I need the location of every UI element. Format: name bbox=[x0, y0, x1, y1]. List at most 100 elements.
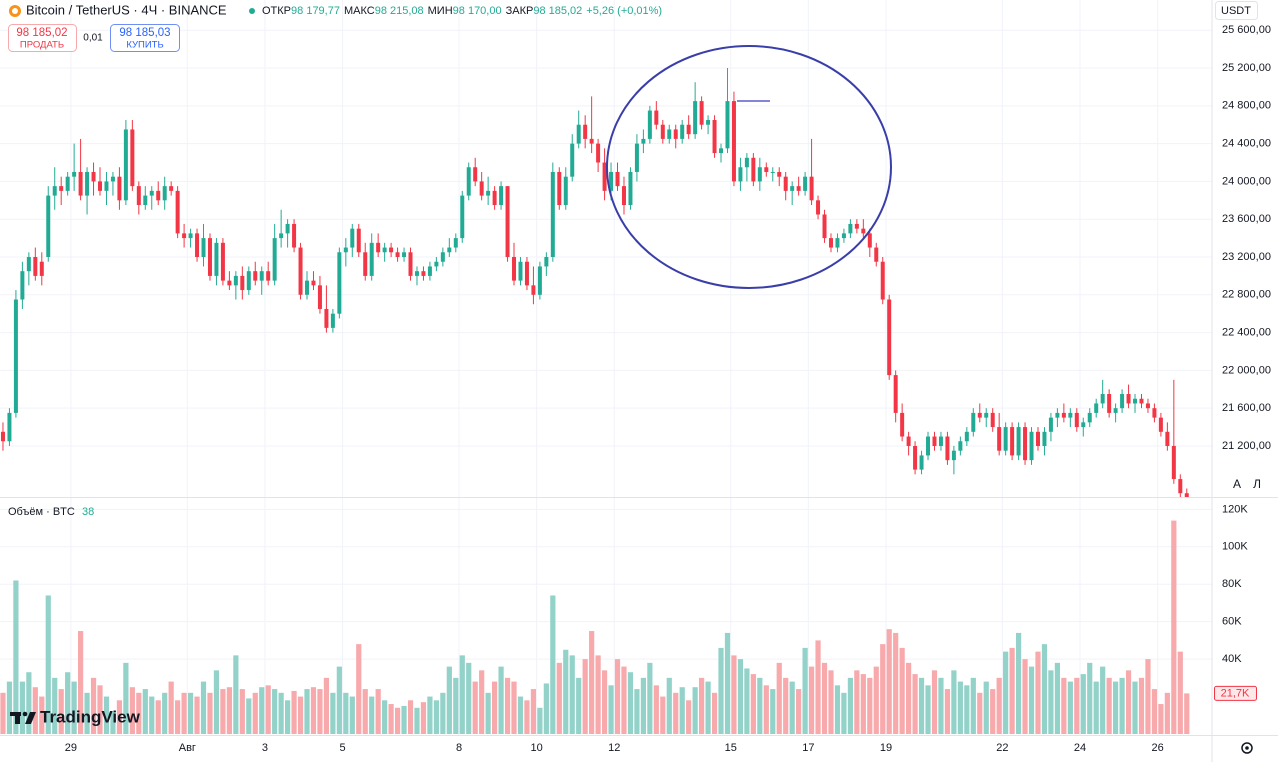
volume-bar bbox=[246, 698, 252, 734]
volume-bar bbox=[356, 644, 362, 734]
volume-bar bbox=[1125, 670, 1132, 734]
buy-price[interactable]: 98 185,03 bbox=[119, 27, 170, 39]
volume-bar bbox=[336, 666, 342, 734]
candle-body bbox=[376, 242, 381, 253]
volume-bar bbox=[504, 677, 511, 734]
volume-bar bbox=[595, 655, 601, 734]
candle-body bbox=[634, 143, 639, 172]
settings-button-dot[interactable] bbox=[1245, 746, 1249, 750]
y-tick-label: 21 200,00 bbox=[1222, 440, 1271, 452]
volume-bar bbox=[847, 677, 853, 734]
candle-body bbox=[421, 271, 426, 276]
candle-body bbox=[906, 436, 911, 446]
candle-body bbox=[20, 271, 25, 300]
ohlc-label: ЗАКР bbox=[506, 5, 534, 17]
candle-body bbox=[195, 233, 200, 258]
candle-body bbox=[1165, 431, 1170, 446]
volume-bar bbox=[990, 689, 996, 734]
candle-body bbox=[673, 129, 678, 139]
volume-bar bbox=[673, 692, 679, 734]
x-tick-label: 15 bbox=[725, 742, 737, 754]
y-tick-label: 25 200,00 bbox=[1222, 62, 1271, 74]
sell-price[interactable]: 98 185,02 bbox=[16, 27, 67, 39]
buy-label[interactable]: КУПИТЬ bbox=[126, 40, 163, 51]
candle-body bbox=[1048, 417, 1053, 432]
candle-body bbox=[854, 223, 859, 229]
volume-bar bbox=[187, 692, 194, 734]
x-tick-label: 5 bbox=[340, 742, 346, 754]
log-scale-button[interactable]: Л bbox=[1253, 477, 1261, 491]
volume-bar bbox=[459, 655, 465, 734]
volume-bar bbox=[466, 662, 472, 734]
candle-body bbox=[98, 181, 103, 191]
volume-bar bbox=[776, 662, 782, 734]
candle-body bbox=[52, 186, 57, 196]
volume-bar bbox=[737, 659, 744, 734]
candle-body bbox=[557, 171, 562, 206]
candle-body bbox=[531, 285, 536, 295]
volume-bar bbox=[440, 692, 446, 734]
candle-body bbox=[246, 271, 251, 291]
volume-bar bbox=[1138, 677, 1145, 734]
volume-bar bbox=[828, 670, 834, 734]
candle-body bbox=[207, 238, 212, 276]
candle-body bbox=[227, 280, 232, 286]
candle-body bbox=[725, 101, 730, 149]
currency[interactable]: USDT bbox=[1221, 5, 1251, 17]
currency-button[interactable] bbox=[1215, 1, 1258, 20]
volume-bar bbox=[1164, 692, 1170, 734]
candle-body bbox=[123, 129, 128, 201]
volume-bar bbox=[1054, 662, 1060, 734]
candle-body bbox=[945, 436, 950, 461]
volume-bar bbox=[407, 700, 414, 734]
candle-body bbox=[984, 412, 989, 418]
volume-bar bbox=[789, 681, 795, 734]
sell-button[interactable] bbox=[8, 24, 77, 52]
candle-body bbox=[395, 252, 400, 258]
ohlc-value: 98 170,00 bbox=[453, 5, 502, 17]
candle-body bbox=[919, 455, 924, 470]
candle-body bbox=[1023, 427, 1028, 461]
logo-text: TradingView bbox=[40, 707, 141, 726]
candle-body bbox=[65, 176, 70, 191]
candle-body bbox=[382, 247, 387, 253]
candle-body bbox=[1029, 431, 1034, 461]
volume-bar bbox=[660, 696, 666, 734]
candle-body bbox=[292, 223, 297, 248]
candle-body bbox=[259, 271, 264, 281]
candle-body bbox=[576, 124, 581, 144]
volume-bar bbox=[1015, 632, 1022, 734]
candle-body bbox=[337, 252, 342, 314]
ohlc-value: 98 215,08 bbox=[375, 5, 424, 17]
volume-bar bbox=[608, 685, 614, 734]
candle-body bbox=[1184, 493, 1189, 497]
auto-scale-button[interactable]: А bbox=[1233, 477, 1241, 491]
candle-body bbox=[389, 247, 394, 253]
candle-body bbox=[7, 412, 12, 442]
candle-body bbox=[350, 228, 355, 248]
volume-bar bbox=[1158, 704, 1164, 734]
sell-label[interactable]: ПРОДАТЬ bbox=[20, 40, 64, 51]
volume-bar bbox=[65, 672, 71, 734]
candle-body bbox=[796, 186, 801, 191]
volume-bar bbox=[330, 692, 336, 734]
volume-bar bbox=[136, 692, 142, 734]
volume-bar bbox=[369, 696, 375, 734]
candle-body bbox=[72, 171, 77, 177]
candle-body bbox=[0, 431, 5, 442]
volume-bar bbox=[259, 687, 265, 734]
candle-body bbox=[990, 412, 995, 428]
settings-button[interactable] bbox=[1241, 742, 1253, 754]
volume-bar bbox=[653, 685, 659, 734]
y-tick-label: 24 000,00 bbox=[1222, 175, 1271, 187]
candle-body bbox=[977, 412, 982, 418]
candle-body bbox=[169, 186, 174, 191]
volume-bar bbox=[718, 647, 724, 734]
buy-button[interactable] bbox=[110, 24, 180, 52]
candle-body bbox=[596, 143, 601, 163]
volume-bar bbox=[6, 681, 13, 734]
candle-body bbox=[130, 129, 135, 187]
volume-bar bbox=[906, 662, 912, 734]
volume-bar bbox=[1119, 677, 1125, 734]
volume-bar bbox=[19, 681, 25, 734]
